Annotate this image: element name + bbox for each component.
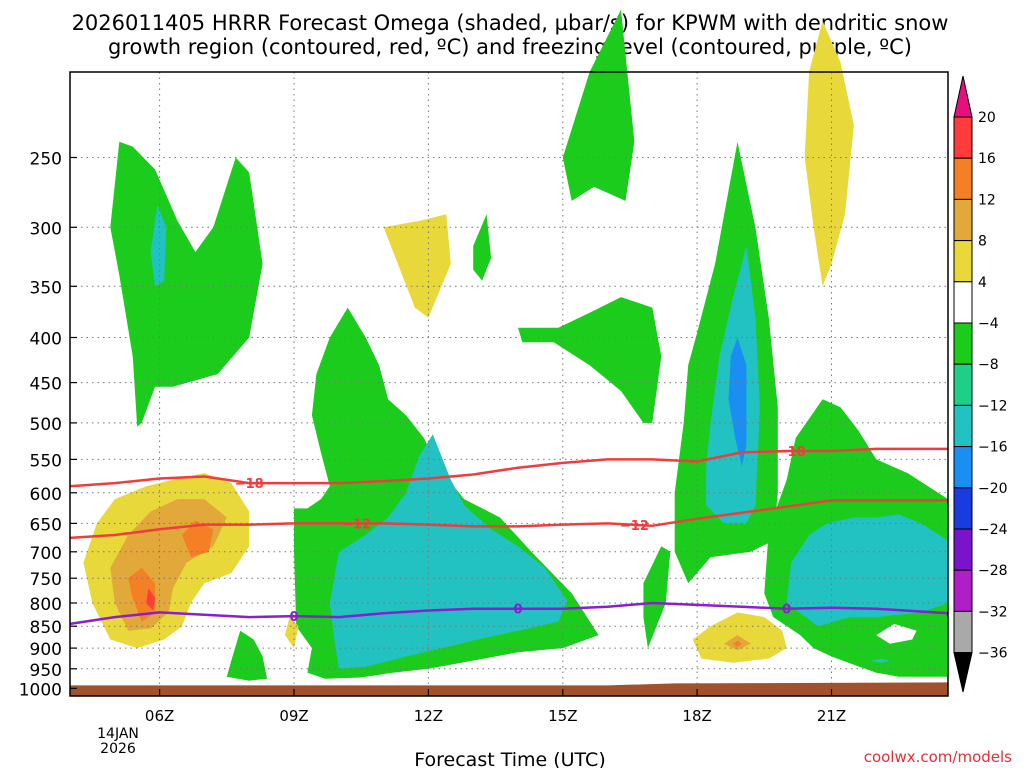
y-tick-label-1000: 1000 <box>19 680 62 700</box>
colorbar-label-10: −24 <box>978 522 1008 538</box>
omega-region-green-13z-dot <box>473 214 492 281</box>
omega-region-red-06z <box>146 588 156 611</box>
omega-region-green-06z-upper <box>110 141 263 427</box>
colorbar-band-0 <box>953 116 973 159</box>
omega-region-blue-18z <box>728 337 747 467</box>
x-tick-label-21: 21Z <box>817 707 846 725</box>
freezing-level-contour-label-2: 0 <box>782 603 791 618</box>
colorbar-label-5: −4 <box>978 316 999 332</box>
terrain-strip <box>70 682 948 696</box>
colorbar-band-1 <box>953 157 973 200</box>
gridlines <box>70 72 948 696</box>
y-tick-label-900: 900 <box>30 640 62 660</box>
colorbar-band-6 <box>953 363 973 406</box>
colorbar-top-arrow <box>953 75 973 118</box>
date-label-year: 2026 <box>100 741 136 757</box>
omega-region-white-22z-hole <box>876 623 917 644</box>
omega-region-cyan-22z-dot <box>871 658 890 663</box>
y-tick-label-350: 350 <box>30 278 62 298</box>
y-tick-label-400: 400 <box>30 330 62 350</box>
y-tick-label-450: 450 <box>30 375 62 395</box>
colorbar-label-7: −12 <box>978 398 1008 414</box>
colorbar-label-1: 16 <box>978 151 996 167</box>
omega-region-green-08z-lower <box>226 630 268 681</box>
terrain <box>70 682 948 696</box>
colorbar-band-11 <box>953 569 973 612</box>
colorbar-label-11: −28 <box>978 563 1008 579</box>
omega-region-green-17z-sliver <box>643 546 671 649</box>
x-tick-label-18: 18Z <box>682 707 711 725</box>
colorbar-band-9 <box>953 487 973 530</box>
freezing-level-contour-label-0: 0 <box>289 610 298 625</box>
colorbar-band-8 <box>953 446 973 489</box>
colorbar-label-2: 12 <box>978 192 996 208</box>
colorbar-label-8: −16 <box>978 440 1008 456</box>
omega-region-green-14z-mid <box>518 297 662 423</box>
colorbar-label-6: −8 <box>978 357 999 373</box>
x-axis: 06Z 09Z 12Z 15Z 18Z 21Z <box>145 689 846 725</box>
dendritic-contour-0-label-0: −18 <box>235 477 264 492</box>
y-tick-label-650: 650 <box>30 515 62 535</box>
colorbar-band-2 <box>953 198 973 242</box>
watermark: coolwx.com/models <box>864 748 1012 766</box>
colorbar-label-13: −36 <box>978 646 1008 662</box>
freezing-level-contour-label-1: 0 <box>513 603 522 618</box>
dendritic-contour-1-label-1: −12 <box>620 519 649 534</box>
colorbar-band-4 <box>953 281 973 324</box>
x-tick-label-15: 15Z <box>548 707 577 725</box>
omega-region-cyan-06z-upper <box>150 205 167 287</box>
omega-region-red-19z-dot <box>733 640 742 647</box>
dendritic-contour-0-label-1: −18 <box>777 445 806 460</box>
dendritic-contour-0 <box>69 447 948 488</box>
omega-region-yellow-10z-upper <box>383 214 451 318</box>
omega-region-yellow-09z-small <box>285 617 299 649</box>
plot-frame <box>69 71 949 697</box>
y-tick-label-700: 700 <box>30 544 62 564</box>
date-label-day: 14JAN <box>97 726 139 742</box>
colorbar-band-7 <box>953 404 973 448</box>
x-tick-label-6: 06Z <box>145 707 174 725</box>
omega-region-dark-orange-06z <box>128 567 156 622</box>
omega-region-cyan-22z <box>786 514 948 627</box>
x-tick-label-9: 09Z <box>279 707 308 725</box>
y-tick-label-800: 800 <box>30 595 62 615</box>
y-tick-label-850: 850 <box>30 618 62 638</box>
omega-region-green-15z-upper <box>562 9 635 201</box>
colorbar-band-10 <box>953 528 973 571</box>
y-tick-label-950: 950 <box>30 661 62 681</box>
chart-title-line1: 2026011405 HRRR Forecast Omega (shaded, … <box>72 11 949 35</box>
omega-region-yellow-21z-upper <box>804 20 854 287</box>
omega-region-cyan-central <box>329 434 568 669</box>
colorbar-label-0: 20 <box>978 110 996 126</box>
colorbar-label-9: −20 <box>978 481 1008 497</box>
contour-lines: −18 −18 −12 −12 0 0 0 <box>69 445 949 626</box>
y-tick-label-750: 750 <box>30 570 62 590</box>
chart-title-line2: growth region (contoured, red, ºC) and f… <box>108 35 912 59</box>
x-tick-label-12: 12Z <box>414 707 443 725</box>
y-tick-label-250: 250 <box>30 150 62 170</box>
colorbar-bottom-arrow <box>953 652 973 693</box>
omega-shading <box>83 9 948 681</box>
colorbar-label-3: 8 <box>978 234 987 250</box>
y-tick-label-550: 550 <box>30 451 62 471</box>
colorbar-label-12: −32 <box>978 604 1008 620</box>
x-axis-label: Forecast Time (UTC) <box>414 749 605 768</box>
omega-region-dark-orange-07z <box>182 520 214 558</box>
y-tick-label-600: 600 <box>30 485 62 505</box>
y-tick-label-500: 500 <box>30 415 62 435</box>
colorbar: 20 16 12 8 4 −4 −8 −12 −16 −20 −24 −28 −32 −36 <box>953 75 1008 693</box>
freezing-level-contour <box>69 601 949 626</box>
omega-region-green-09z-column <box>146 327 156 400</box>
dendritic-contour-1-label-0: −12 <box>342 517 371 532</box>
colorbar-band-12 <box>953 610 973 654</box>
colorbar-band-5 <box>953 322 973 365</box>
y-axis: 2503003504004505005506006507007508008509… <box>19 150 77 700</box>
colorbar-label-4: 4 <box>978 275 987 291</box>
y-tick-label-300: 300 <box>30 219 62 239</box>
dendritic-contour-1 <box>69 499 948 540</box>
colorbar-band-3 <box>953 240 973 283</box>
